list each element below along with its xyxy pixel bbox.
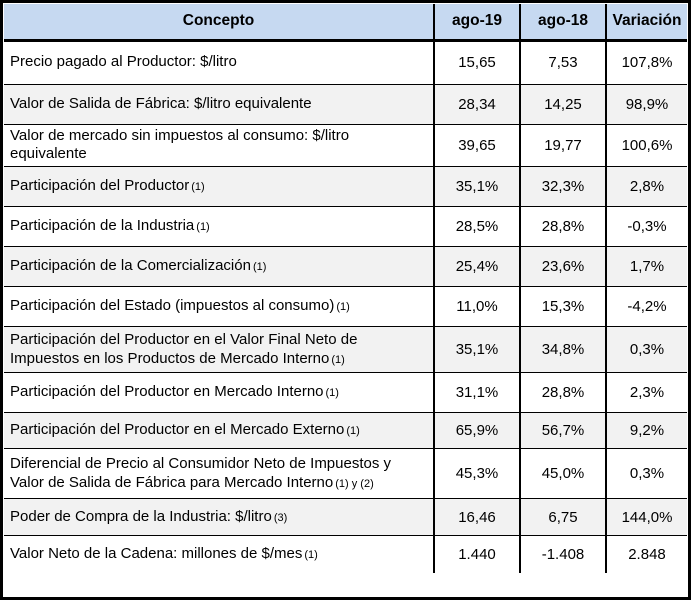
value-cell-ago18: 56,7%: [519, 412, 607, 449]
table-row: Valor de Salida de Fábrica: $/litro equi…: [4, 83, 687, 125]
footnote-ref: (1) y (2): [335, 477, 374, 490]
concept-cell: Diferencial de Precio al Consumidor Neto…: [4, 448, 435, 499]
footnote-ref: (1): [191, 181, 205, 194]
value-cell-variacion: 9,2%: [605, 412, 687, 449]
table-row: Participación de la Comercialización (1) 2…: [4, 246, 687, 287]
table-row: Participación del Productor en el Valor …: [4, 326, 687, 373]
value-cell-ago19: 35,1%: [433, 166, 521, 207]
value-cell-ago18: 23,6%: [519, 246, 607, 287]
value-cell-ago19: 15,65: [433, 39, 521, 85]
value-cell-ago19: 65,9%: [433, 412, 521, 449]
value-cell-ago19: 28,34: [433, 83, 521, 125]
value-cell-ago19: 11,0%: [433, 286, 521, 327]
concept-label: Valor de Salida de Fábrica: $/litro equi…: [10, 94, 312, 112]
value-cell-ago18: 34,8%: [519, 326, 607, 373]
value-cell-variacion: 100,6%: [605, 123, 687, 167]
table-row: Participación del Productor en Mercado I…: [4, 372, 687, 413]
concept-cell: Precio pagado al Productor: $/litro: [4, 39, 435, 85]
value-cell-variacion: 1,7%: [605, 246, 687, 287]
concept-label: Precio pagado al Productor: $/litro: [10, 53, 237, 71]
value-cell-ago18: 7,53: [519, 39, 607, 85]
concept-cell: Participación de la Comercialización (1): [4, 246, 435, 287]
header-row: Concepto ago-19 ago-18 Variación: [4, 4, 687, 42]
value-cell-variacion: 2.848: [605, 535, 687, 573]
value-cell-ago18: 19,77: [519, 123, 607, 167]
value-cell-variacion: 98,9%: [605, 83, 687, 125]
concept-label: Participación del Productor en Mercado I…: [10, 383, 324, 401]
column-header-concepto: Concepto: [4, 4, 435, 42]
concept-cell: Participación del Productor en Mercado I…: [4, 372, 435, 413]
concept-label: Valor Neto de la Cadena: millones de $/m…: [10, 544, 303, 562]
concept-cell: Valor de mercado sin impuestos al consum…: [4, 123, 435, 167]
value-cell-ago19: 45,3%: [433, 448, 521, 499]
value-cell-variacion: 2,3%: [605, 372, 687, 413]
concept-cell: Participación de la Industria (1): [4, 206, 435, 247]
value-cell-ago19: 28,5%: [433, 206, 521, 247]
footnote-ref: (1): [196, 221, 210, 234]
value-cell-variacion: 0,3%: [605, 326, 687, 373]
concept-cell: Participación del Productor en el Mercad…: [4, 412, 435, 449]
value-cell-ago19: 39,65: [433, 123, 521, 167]
concept-cell: Poder de Compra de la Industria: $/litro…: [4, 498, 435, 536]
dairy-price-table: Concepto ago-19 ago-18 Variación Precio …: [4, 4, 687, 573]
concept-cell: Valor de Salida de Fábrica: $/litro equi…: [4, 83, 435, 125]
value-cell-ago19: 16,46: [433, 498, 521, 536]
table-row: Participación del Productor en el Mercad…: [4, 412, 687, 449]
footnote-ref: (1): [325, 387, 339, 400]
concept-label: Valor de mercado sin impuestos al consum…: [10, 126, 350, 163]
table-row: Participación de la Industria (1) 28,5% 28,…: [4, 206, 687, 247]
value-cell-ago18: 14,25: [519, 83, 607, 125]
value-cell-variacion: 2,8%: [605, 166, 687, 207]
table-row: Precio pagado al Productor: $/litro 15,65…: [4, 39, 687, 85]
footnote-ref: (1): [346, 425, 360, 438]
concept-cell: Participación del Productor en el Valor …: [4, 326, 435, 373]
value-cell-variacion: -0,3%: [605, 206, 687, 247]
value-cell-variacion: 0,3%: [605, 448, 687, 499]
column-header-ago19: ago-19: [433, 4, 521, 42]
value-cell-ago19: 35,1%: [433, 326, 521, 373]
table-row: Poder de Compra de la Industria: $/litro…: [4, 498, 687, 536]
footnote-ref: (1): [331, 353, 345, 366]
value-cell-ago19: 1.440: [433, 535, 521, 573]
concept-label: Diferencial de Precio al Consumidor Neto…: [10, 454, 392, 491]
value-cell-variacion: -4,2%: [605, 286, 687, 327]
value-cell-ago18: -1.408: [519, 535, 607, 573]
table-row: Valor Neto de la Cadena: millones de $/m…: [4, 535, 687, 573]
concept-label: Participación del Productor en el Valor …: [10, 330, 358, 367]
footnote-ref: (1): [304, 548, 318, 561]
value-cell-ago18: 28,8%: [519, 372, 607, 413]
value-cell-ago18: 15,3%: [519, 286, 607, 327]
table-row: Participación del Productor (1) 35,1% 32,3%…: [4, 166, 687, 207]
concept-label: Participación del Productor en el Mercad…: [10, 421, 345, 439]
table-row: Participación del Estado (impuestos al c…: [4, 286, 687, 327]
column-header-variacion: Variación: [605, 4, 687, 42]
value-cell-ago18: 28,8%: [519, 206, 607, 247]
table-body: Precio pagado al Productor: $/litro 15,65…: [4, 39, 687, 573]
concept-cell: Valor Neto de la Cadena: millones de $/m…: [4, 535, 435, 573]
table-row: Valor de mercado sin impuestos al consum…: [4, 123, 687, 167]
concept-label: Participación de la Comercialización: [10, 257, 251, 275]
concept-cell: Participación del Productor (1): [4, 166, 435, 207]
concept-label: Participación del Estado (impuestos al c…: [10, 297, 335, 315]
value-cell-variacion: 107,8%: [605, 39, 687, 85]
footnote-ref: (3): [273, 511, 288, 524]
value-cell-ago18: 6,75: [519, 498, 607, 536]
concept-label: Participación de la Industria: [10, 217, 195, 235]
value-cell-variacion: 144,0%: [605, 498, 687, 536]
column-header-ago18: ago-18: [519, 4, 607, 42]
concept-cell: Participación del Estado (impuestos al c…: [4, 286, 435, 327]
value-cell-ago19: 25,4%: [433, 246, 521, 287]
footnote-ref: (1): [252, 261, 267, 274]
value-cell-ago18: 45,0%: [519, 448, 607, 499]
concept-label: Participación del Productor: [10, 177, 190, 195]
footnote-ref: (1): [336, 301, 350, 314]
value-cell-ago19: 31,1%: [433, 372, 521, 413]
table-row: Diferencial de Precio al Consumidor Neto…: [4, 448, 687, 499]
value-cell-ago18: 32,3%: [519, 166, 607, 207]
concept-label: Poder de Compra de la Industria: $/litro: [10, 507, 272, 525]
